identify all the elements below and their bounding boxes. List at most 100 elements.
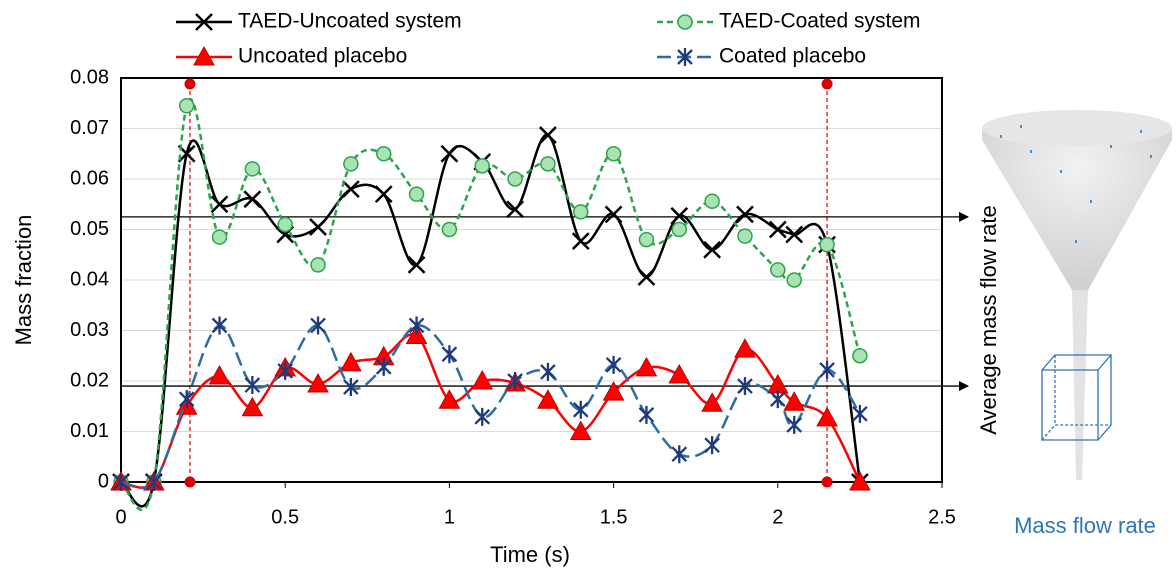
x-tick-label: 2.5 — [928, 506, 956, 528]
marker — [816, 406, 838, 427]
marker — [343, 378, 359, 397]
y-tick-label: 0.04 — [70, 268, 109, 290]
marker — [438, 389, 461, 409]
marker — [539, 126, 557, 144]
annotation: Average mass flow rate — [976, 205, 1001, 434]
legend-label: TAED-Uncoated system — [238, 10, 462, 33]
legend-marker — [677, 14, 693, 30]
marker — [441, 221, 458, 238]
legend-marker — [193, 45, 215, 66]
marker — [408, 316, 425, 335]
marker — [178, 98, 195, 114]
marker — [375, 146, 392, 162]
marker — [671, 445, 688, 464]
plot-frame — [120, 77, 943, 483]
marker — [638, 231, 655, 248]
reference-dot — [821, 476, 833, 488]
marker — [734, 338, 756, 358]
marker — [343, 156, 359, 172]
marker — [208, 364, 231, 385]
marker — [704, 436, 720, 455]
legend-label: Coated placebo — [719, 45, 866, 68]
marker — [113, 473, 129, 491]
x-axis-title: Time (s) — [490, 542, 570, 567]
legend-item: TAED-Coated system — [657, 10, 921, 33]
marker — [670, 206, 689, 225]
marker — [786, 415, 803, 434]
marker — [507, 171, 523, 187]
marker — [244, 161, 261, 177]
legend-label: Uncoated placebo — [238, 45, 407, 68]
marker — [571, 232, 590, 250]
marker — [819, 360, 835, 379]
y-tick-label: 0.06 — [70, 167, 109, 189]
marker — [178, 390, 195, 409]
marker — [605, 146, 622, 162]
marker — [243, 190, 262, 209]
marker — [441, 345, 458, 364]
marker — [537, 389, 559, 409]
marker — [635, 356, 658, 377]
legend-marker — [195, 13, 213, 31]
marker — [572, 400, 589, 419]
marker — [703, 240, 722, 259]
marker — [341, 180, 360, 198]
marker — [310, 316, 326, 335]
marker — [701, 392, 723, 412]
marker — [277, 361, 294, 380]
marker — [783, 391, 806, 411]
marker — [704, 193, 720, 209]
legend-label: TAED-Coated system — [719, 10, 921, 33]
marker — [638, 405, 655, 424]
marker — [671, 221, 688, 238]
series-line — [120, 133, 862, 508]
legend-item: Coated placebo — [657, 45, 866, 68]
legend-item: TAED-Uncoated system — [176, 10, 462, 33]
x-tick-label: 1 — [444, 506, 455, 528]
marker — [374, 185, 393, 204]
reference-dot — [821, 78, 833, 90]
y-tick-label: 0.03 — [70, 319, 109, 341]
marker — [668, 363, 691, 384]
marker — [307, 373, 329, 393]
marker — [737, 228, 753, 244]
marker — [540, 156, 556, 172]
marker — [849, 470, 871, 491]
x-tick-label: 2 — [772, 506, 783, 528]
marker — [310, 257, 326, 273]
marker — [277, 216, 293, 233]
marker — [474, 158, 490, 174]
marker — [768, 220, 787, 239]
marker — [605, 355, 622, 374]
marker — [211, 229, 228, 245]
y-tick-label: 0.07 — [70, 117, 109, 139]
marker — [408, 186, 425, 202]
marker — [569, 420, 592, 440]
marker — [507, 372, 523, 390]
marker — [737, 377, 753, 396]
annotation: Mass flow rate — [1014, 513, 1156, 538]
marker — [210, 195, 229, 214]
marker — [604, 205, 623, 224]
marker — [405, 324, 428, 345]
marker — [786, 272, 802, 288]
x-tick-label: 1.5 — [600, 506, 628, 528]
funnel-illustration — [982, 110, 1172, 480]
marker — [375, 357, 392, 376]
series-line — [120, 98, 862, 512]
marker — [852, 404, 868, 423]
legend-marker — [677, 48, 693, 66]
marker — [506, 200, 524, 219]
marker — [309, 218, 327, 236]
marker — [785, 225, 804, 244]
marker — [407, 255, 426, 274]
x-tick-label: 0 — [115, 506, 126, 528]
marker — [637, 268, 656, 286]
y-tick-label: 0.02 — [70, 369, 109, 391]
marker — [474, 407, 491, 426]
marker — [770, 262, 786, 278]
marker — [440, 144, 459, 163]
y-tick-label: 0 — [98, 470, 109, 492]
reference-dot — [184, 78, 196, 90]
y-tick-label: 0.08 — [70, 66, 109, 88]
